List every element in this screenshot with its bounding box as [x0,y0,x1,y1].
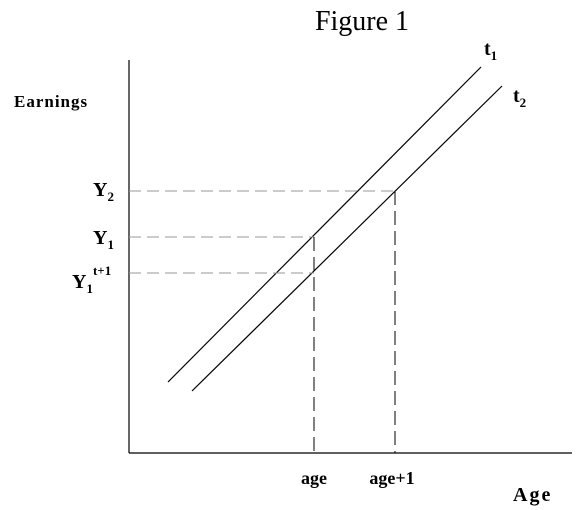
label-base: Y [72,271,87,293]
label-sub: 1 [86,281,93,296]
earnings-line-t1 [167,66,482,383]
figure-title: Figure 1 [315,6,409,37]
label-base: t [484,38,491,60]
x-label: age [301,468,327,488]
y-label: Y1 [93,227,114,252]
y-label: Y1t+1 [72,263,111,296]
label-base: Y [93,179,108,201]
line-label: t1 [484,38,497,63]
y-label: Y2 [93,179,114,204]
y-axis-label: Earnings [14,92,88,111]
earnings-line-t2 [191,85,503,392]
line-label: t2 [513,85,526,110]
x-axis-label: Age [513,484,552,506]
x-label: age+1 [369,468,414,488]
label-sub: 1 [491,48,498,63]
label-sub: 2 [520,95,527,110]
label-sub: 1 [107,237,114,252]
label-sup: t+1 [93,263,111,278]
label-base: Y [93,227,108,249]
label-sub: 2 [107,189,114,204]
label-base: t [513,85,520,107]
